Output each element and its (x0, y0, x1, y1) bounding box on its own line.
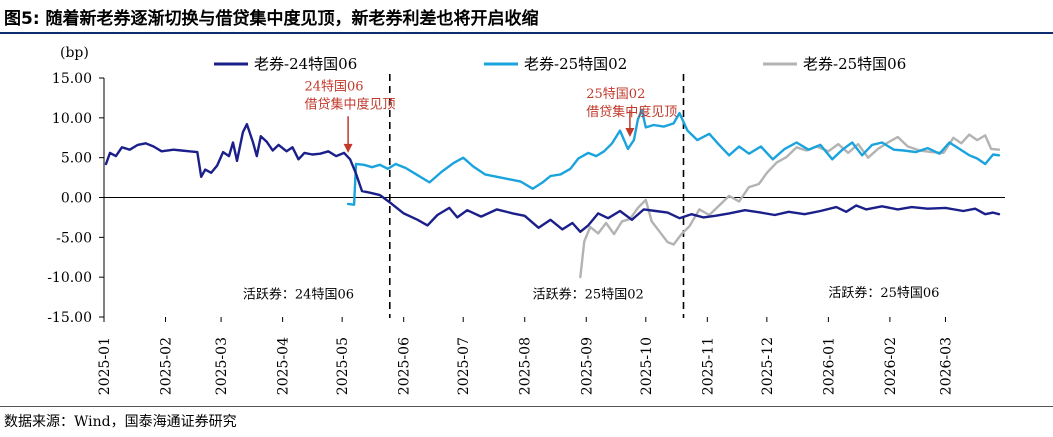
annotation-line2-1: 借贷集中度见顶 (304, 97, 395, 113)
x-tick-label: 2025-10 (639, 337, 655, 395)
legend-label-1: 老券-24特国06 (254, 55, 357, 73)
annotations: 24特国06 借贷集中度见顶 25特国02 借贷集中度见顶 (304, 80, 677, 153)
y-tick-label: -10.00 (47, 270, 92, 286)
x-tick-label: 2025-12 (760, 337, 776, 395)
annotation-arrow-head-2 (625, 127, 635, 137)
y-tick-label: -15.00 (47, 310, 92, 326)
x-tick-label: 2025-03 (214, 337, 230, 395)
title-underline (0, 32, 1053, 34)
source-note: 数据来源：Wind，国泰海通证券研究 (4, 414, 237, 430)
series-lines (104, 108, 1001, 279)
x-tick-label: 2025-02 (159, 337, 175, 395)
x-tick-label: 2025-05 (335, 337, 351, 395)
source-divider (0, 406, 1053, 407)
regime-dividers: 活跃券：24特国06 活跃券：25特国02 活跃券：25特国06 (243, 74, 939, 318)
x-tick-label: 2025-11 (700, 337, 716, 395)
figure-title: 图5: 随着新老券逐渐切换与借贷集中度见顶，新老券利差也将开启收缩 (4, 9, 539, 29)
y-tick-label: 0.00 (61, 191, 92, 207)
legend-label-2: 老券-25特国02 (524, 55, 627, 73)
x-tick-label: 2026-03 (938, 337, 954, 395)
x-tick-label: 2025-07 (456, 337, 472, 395)
y-tick-label: 15.00 (52, 71, 92, 87)
annotation-line1-2: 25特国02 (586, 87, 645, 102)
x-tick-label: 2026-01 (821, 337, 837, 395)
legend-label-3: 老券-25特国06 (803, 55, 906, 73)
x-tick-label: 2026-02 (883, 337, 899, 395)
y-unit-label: (bp) (60, 45, 89, 61)
x-tick-label: 2025-08 (518, 337, 534, 395)
regime-label: 活跃券：25特国02 (533, 287, 644, 303)
y-tick-label: 5.00 (61, 151, 92, 167)
regime-label: 活跃券：25特国06 (828, 285, 939, 301)
x-tick-label: 2025-06 (397, 337, 413, 395)
annotation-line1-1: 24特国06 (304, 80, 363, 95)
axes: (bp) 15.00 10.00 5.00 0.00 -5.00 -10.00 -15.00 2… (47, 45, 1005, 395)
series-line-2 (346, 108, 1001, 206)
x-tick-label: 2025-04 (276, 337, 292, 395)
x-tick-label: 2025-01 (97, 337, 113, 395)
legend: 老券-24特国06 老券-25特国02 老券-25特国06 (214, 55, 906, 73)
regime-label: 活跃券：24特国06 (243, 287, 354, 303)
series-line-3 (579, 133, 1001, 279)
x-tick-label: 2025-09 (579, 337, 595, 395)
series-line-1 (104, 122, 1001, 234)
annotation-arrow-head-1 (343, 143, 353, 153)
y-tick-label: 10.00 (52, 111, 92, 127)
annotation-line2-2: 借贷集中度见顶 (586, 104, 677, 120)
y-tick-label: -5.00 (56, 230, 92, 246)
